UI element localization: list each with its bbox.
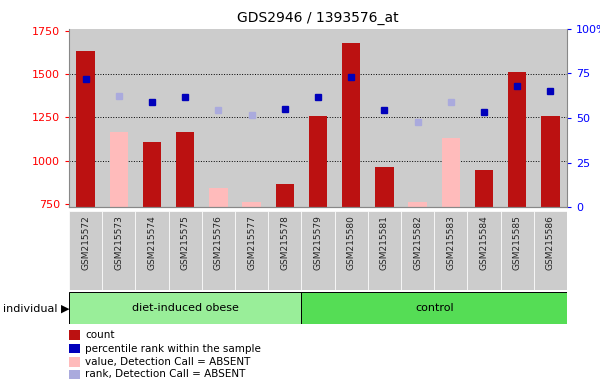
Bar bbox=[508, 72, 526, 207]
Text: rank, Detection Call = ABSENT: rank, Detection Call = ABSENT bbox=[85, 369, 245, 379]
Title: GDS2946 / 1393576_at: GDS2946 / 1393576_at bbox=[237, 11, 399, 25]
Bar bbox=[143, 142, 161, 207]
Text: GSM215581: GSM215581 bbox=[380, 215, 389, 270]
Text: diet-induced obese: diet-induced obese bbox=[132, 303, 239, 313]
Bar bbox=[301, 292, 567, 324]
Bar bbox=[275, 184, 294, 207]
Bar bbox=[102, 29, 136, 207]
Bar bbox=[69, 211, 102, 290]
Bar bbox=[409, 202, 427, 207]
Bar bbox=[368, 29, 401, 207]
Text: GSM215577: GSM215577 bbox=[247, 215, 256, 270]
Bar bbox=[301, 211, 335, 290]
Bar bbox=[209, 188, 227, 207]
Bar bbox=[136, 211, 169, 290]
Bar bbox=[500, 211, 534, 290]
Text: GSM215584: GSM215584 bbox=[479, 215, 488, 270]
Bar bbox=[76, 51, 95, 207]
Bar bbox=[401, 29, 434, 207]
Text: GSM215580: GSM215580 bbox=[347, 215, 356, 270]
Text: GSM215585: GSM215585 bbox=[513, 215, 522, 270]
Bar bbox=[176, 132, 194, 207]
Bar bbox=[335, 211, 368, 290]
Bar bbox=[401, 211, 434, 290]
Bar bbox=[434, 29, 467, 207]
Bar bbox=[335, 29, 368, 207]
Text: value, Detection Call = ABSENT: value, Detection Call = ABSENT bbox=[85, 357, 250, 367]
Text: GSM215579: GSM215579 bbox=[314, 215, 323, 270]
Text: GSM215583: GSM215583 bbox=[446, 215, 455, 270]
Text: GSM215575: GSM215575 bbox=[181, 215, 190, 270]
Bar bbox=[500, 29, 534, 207]
Bar bbox=[202, 211, 235, 290]
Bar bbox=[541, 116, 560, 207]
Bar bbox=[102, 211, 136, 290]
Text: GSM215586: GSM215586 bbox=[546, 215, 555, 270]
Bar bbox=[69, 370, 80, 379]
Text: count: count bbox=[85, 330, 115, 340]
Bar bbox=[169, 29, 202, 207]
Bar bbox=[368, 211, 401, 290]
Bar bbox=[235, 211, 268, 290]
Bar bbox=[475, 170, 493, 207]
Text: GSM215582: GSM215582 bbox=[413, 215, 422, 270]
Bar bbox=[268, 29, 301, 207]
Bar bbox=[110, 132, 128, 207]
Text: individual ▶: individual ▶ bbox=[3, 303, 70, 313]
Bar bbox=[375, 167, 394, 207]
Bar bbox=[534, 29, 567, 207]
Text: GSM215578: GSM215578 bbox=[280, 215, 289, 270]
Bar bbox=[442, 138, 460, 207]
Text: GSM215573: GSM215573 bbox=[114, 215, 124, 270]
Bar bbox=[342, 43, 361, 207]
Bar bbox=[136, 29, 169, 207]
Bar bbox=[69, 358, 80, 367]
Bar bbox=[69, 330, 80, 340]
Bar bbox=[242, 202, 261, 207]
Bar bbox=[169, 211, 202, 290]
Bar bbox=[235, 29, 268, 207]
Text: control: control bbox=[415, 303, 454, 313]
Text: GSM215572: GSM215572 bbox=[81, 215, 90, 270]
Bar bbox=[467, 29, 500, 207]
Text: GSM215574: GSM215574 bbox=[148, 215, 157, 270]
Bar bbox=[301, 29, 335, 207]
Text: GSM215576: GSM215576 bbox=[214, 215, 223, 270]
Bar bbox=[467, 211, 500, 290]
Bar bbox=[202, 29, 235, 207]
Text: percentile rank within the sample: percentile rank within the sample bbox=[85, 344, 261, 354]
Bar bbox=[69, 29, 102, 207]
Bar bbox=[534, 211, 567, 290]
Bar bbox=[268, 211, 301, 290]
Bar bbox=[69, 344, 80, 353]
Bar bbox=[434, 211, 467, 290]
Bar bbox=[69, 292, 301, 324]
Bar bbox=[309, 116, 327, 207]
